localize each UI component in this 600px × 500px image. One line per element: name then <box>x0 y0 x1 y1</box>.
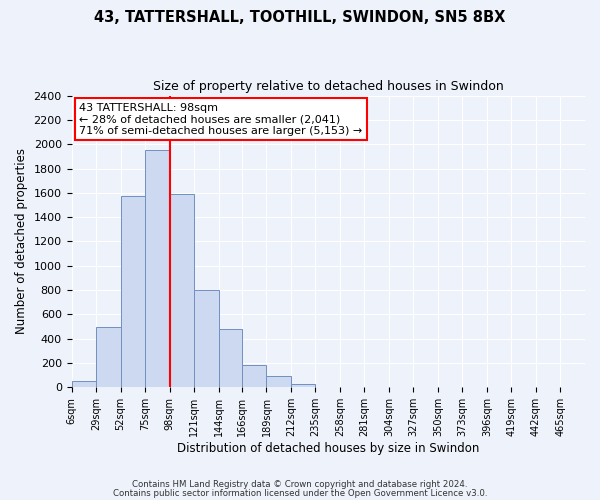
Text: Contains public sector information licensed under the Open Government Licence v3: Contains public sector information licen… <box>113 489 487 498</box>
Bar <box>291 384 316 388</box>
Bar <box>145 150 170 388</box>
Text: 43 TATTERSHALL: 98sqm
← 28% of detached houses are smaller (2,041)
71% of semi-d: 43 TATTERSHALL: 98sqm ← 28% of detached … <box>79 103 362 136</box>
Bar <box>266 376 291 388</box>
X-axis label: Distribution of detached houses by size in Swindon: Distribution of detached houses by size … <box>177 442 479 455</box>
Bar <box>96 326 121 388</box>
Text: 43, TATTERSHALL, TOOTHILL, SWINDON, SN5 8BX: 43, TATTERSHALL, TOOTHILL, SWINDON, SN5 … <box>94 10 506 25</box>
Bar <box>170 194 194 388</box>
Bar <box>316 386 340 388</box>
Y-axis label: Number of detached properties: Number of detached properties <box>15 148 28 334</box>
Bar <box>340 386 364 388</box>
Bar <box>71 382 96 388</box>
Bar <box>121 196 145 388</box>
Text: Contains HM Land Registry data © Crown copyright and database right 2024.: Contains HM Land Registry data © Crown c… <box>132 480 468 489</box>
Bar <box>194 290 218 388</box>
Bar <box>242 365 266 388</box>
Title: Size of property relative to detached houses in Swindon: Size of property relative to detached ho… <box>153 80 503 93</box>
Bar <box>218 329 242 388</box>
